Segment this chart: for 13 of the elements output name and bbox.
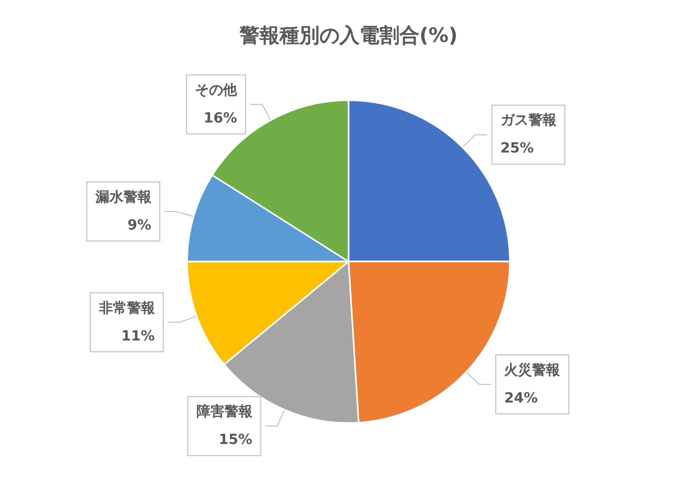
slice-label: 非常警報 <box>98 300 156 316</box>
data-label: 9% <box>127 218 152 234</box>
chart-title: 警報種別の入電割合(%) <box>238 23 458 47</box>
data-label: 15% <box>218 432 252 448</box>
slice-label: ガス警報 <box>500 112 558 129</box>
slice-label: その他 <box>195 82 238 98</box>
data-label: 25% <box>500 140 534 157</box>
data-label: 24% <box>504 390 538 406</box>
data-label: 11% <box>121 328 155 344</box>
slice-label: 漏水警報 <box>94 190 152 206</box>
slice-label: 障害警報 <box>196 403 254 420</box>
slice-label: 火災警報 <box>504 362 562 378</box>
data-label: 16% <box>204 110 238 126</box>
